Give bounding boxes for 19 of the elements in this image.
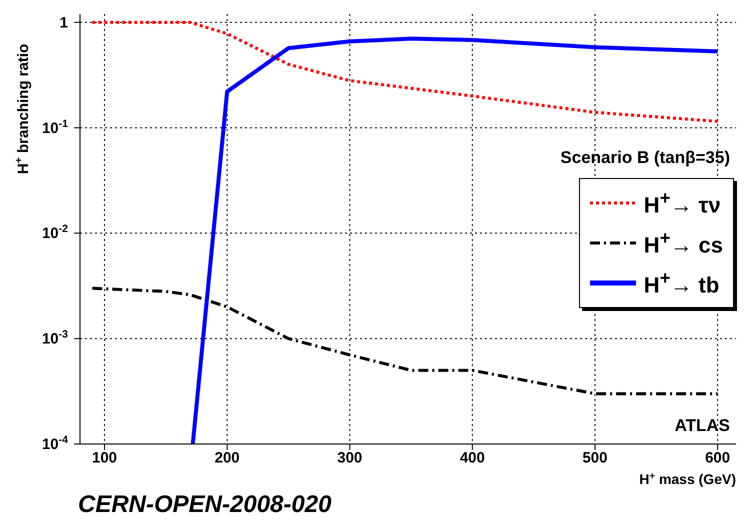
- y-tick-label: 10$^{-4}$: [42, 434, 68, 453]
- x-axis-title: H$^{+}$ mass (GeV): [639, 470, 736, 487]
- y-tick-label: 10$^{-1}$: [42, 118, 68, 137]
- annotation: Scenario B (tanβ=35): [560, 148, 730, 168]
- legend-label: H$^{+}$→ τν: [644, 187, 721, 219]
- annotation: ATLAS: [674, 416, 730, 436]
- legend-label: H$^{+}$→ cs: [644, 227, 723, 259]
- y-tick-label: 10$^{-3}$: [42, 328, 68, 348]
- x-tick-label: 600: [705, 450, 730, 467]
- x-tick-label: 100: [92, 450, 118, 467]
- line-series: [90, 20, 720, 123]
- x-tick-label: 300: [337, 450, 362, 467]
- x-tick-label: 400: [460, 450, 485, 467]
- legend-label: H$^{+}$→ tb: [644, 267, 720, 299]
- x-tick-label: 200: [214, 450, 240, 467]
- y-tick-label: 1: [60, 14, 68, 32]
- y-tick-label: 10$^{-2}$: [42, 223, 68, 242]
- x-tick-label: 500: [582, 450, 608, 467]
- text: CERN-OPEN-2008-020: [78, 491, 332, 519]
